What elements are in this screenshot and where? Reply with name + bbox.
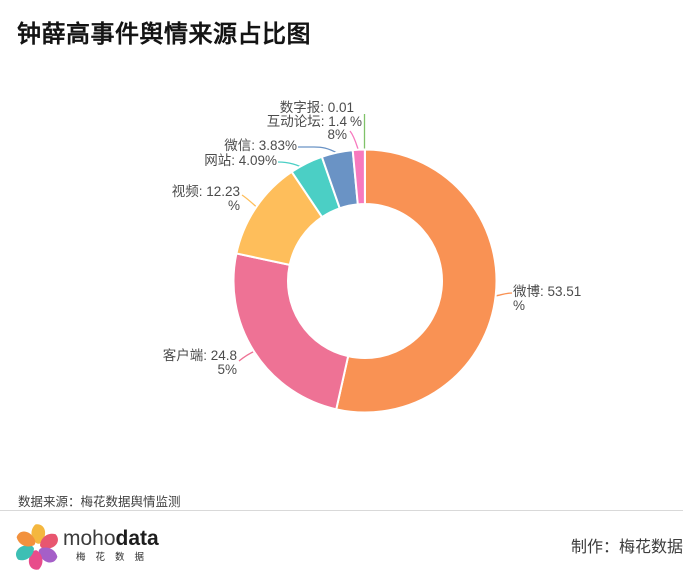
pie-label-weibo: 微博: 53.51 — [513, 284, 582, 299]
label-line-wechat — [298, 146, 338, 154]
footer-divider — [0, 510, 683, 511]
brand-data: data — [115, 527, 159, 550]
logo-petal — [40, 533, 58, 549]
label-line-client — [238, 350, 256, 362]
logo-petal — [31, 524, 46, 544]
pie-label-digital-paper: 数字报: 0.01 — [279, 100, 354, 115]
pie-label-client-pct: 5% — [217, 361, 237, 377]
mohodata-logo-icon — [16, 524, 58, 570]
pie-label-website: 网站: 4.09% — [204, 153, 277, 168]
label-line-weibo — [494, 292, 513, 297]
label-line-forum — [349, 130, 359, 150]
pie-label-weibo-pct: % — [513, 297, 526, 313]
credit-text: 制作：梅花数据 — [570, 539, 683, 556]
logo-petal — [28, 550, 43, 570]
logo-petal — [16, 531, 36, 547]
pie-slice-client[interactable] — [232, 252, 350, 411]
pie-label-wechat: 微信: 3.83% — [224, 138, 297, 153]
pie-slice-weibo[interactable] — [335, 148, 498, 414]
brand-moho: moho — [63, 527, 116, 550]
brand-wordmark: mohodata — [63, 527, 159, 551]
logo-petal — [16, 545, 34, 561]
pie-label-video: 视频: 12.23 — [171, 184, 240, 199]
pie-label-video-pct: % — [227, 197, 240, 213]
chart-title: 钟薛高事件舆情来源占比图 — [17, 21, 311, 48]
pie-label-client: 客户端: 24.8 — [162, 348, 237, 363]
pie-label-forum: 互动论坛: 1.4 — [266, 113, 347, 129]
pie-label-digital-paper-pct: % — [350, 113, 363, 129]
data-source-note: 数据来源：梅花数据舆情监测 — [18, 495, 181, 509]
brand-chinese-name: 梅花数据 — [76, 552, 155, 563]
logo-petal — [38, 547, 58, 563]
pie-label-forum-pct: 8% — [327, 127, 347, 142]
